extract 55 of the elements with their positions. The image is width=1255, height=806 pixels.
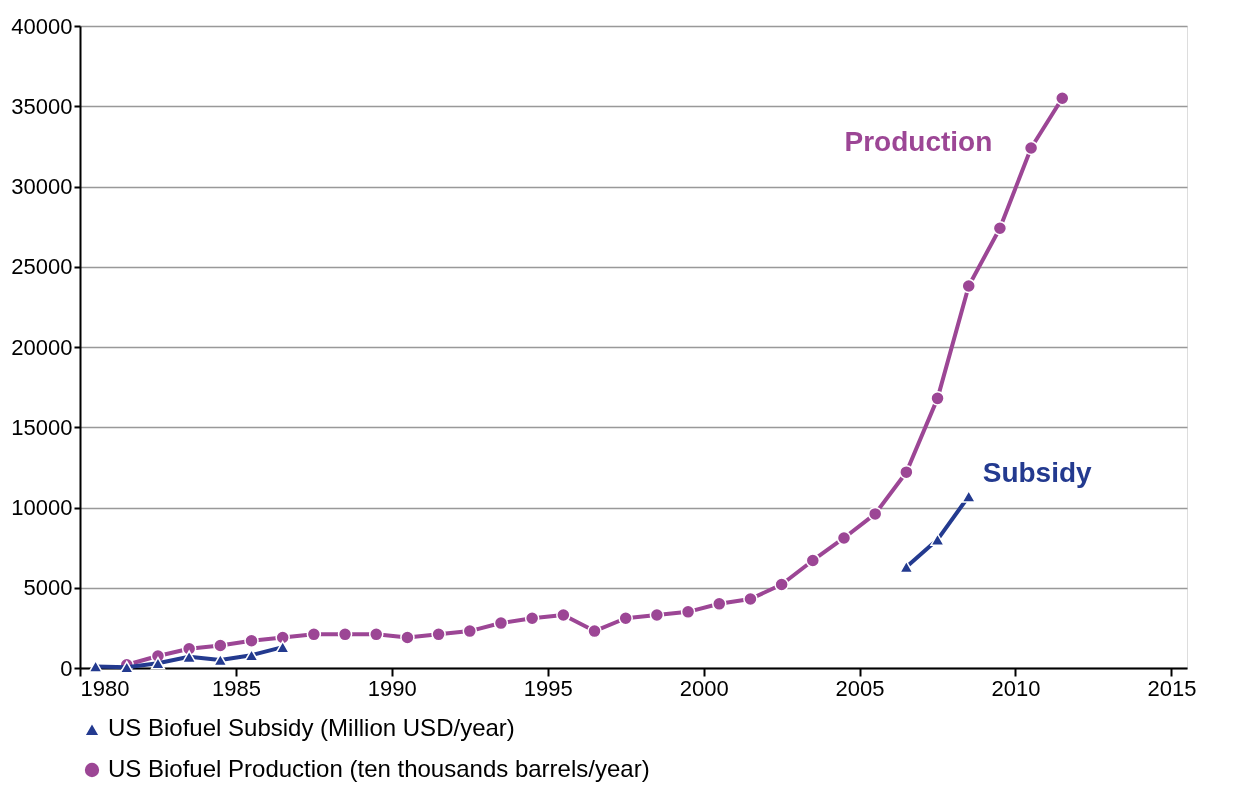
point xyxy=(431,627,446,642)
point xyxy=(493,615,509,631)
point xyxy=(244,633,259,648)
point xyxy=(930,533,945,546)
y-tick-label: 20000 xyxy=(11,334,73,360)
point xyxy=(867,506,883,522)
annotation: Subsidy xyxy=(982,457,1093,489)
x-tick-label: 1980 xyxy=(80,675,130,701)
point xyxy=(368,627,384,642)
x-tick-label: 1995 xyxy=(523,675,573,701)
y-tick-label: 0 xyxy=(60,655,73,681)
point xyxy=(743,591,758,607)
y-tick-label: 40000 xyxy=(11,13,73,39)
point xyxy=(213,638,228,653)
y-tick-label: 5000 xyxy=(23,575,73,601)
point xyxy=(150,656,166,670)
x-tick-label: 2015 xyxy=(1147,675,1197,701)
point xyxy=(618,610,633,626)
point xyxy=(961,278,976,294)
x-tick-label: 2005 xyxy=(835,675,885,701)
point xyxy=(774,577,789,592)
point xyxy=(337,627,353,642)
point xyxy=(992,220,1008,236)
point xyxy=(930,391,945,406)
point xyxy=(587,623,602,639)
x-tick-label: 1985 xyxy=(211,675,261,701)
point xyxy=(649,607,665,623)
annotation: Production xyxy=(844,126,993,158)
point xyxy=(400,630,415,645)
point xyxy=(680,604,696,620)
point xyxy=(1023,140,1039,156)
point xyxy=(899,464,914,480)
point xyxy=(1055,90,1070,106)
y-tick-label: 25000 xyxy=(11,254,73,280)
point xyxy=(462,623,478,639)
x-tick-label: 2000 xyxy=(679,675,729,701)
point xyxy=(306,627,322,642)
y-tick-label: 15000 xyxy=(11,414,73,440)
y-tick-label: 10000 xyxy=(11,495,73,520)
point xyxy=(181,650,197,664)
y-tick-label: 35000 xyxy=(11,93,73,119)
y-tick-label: 30000 xyxy=(11,174,73,199)
x-tick-label: 1990 xyxy=(367,675,417,701)
point xyxy=(88,660,103,673)
point xyxy=(524,610,540,626)
point xyxy=(275,640,290,654)
point xyxy=(899,560,914,574)
point xyxy=(556,607,571,623)
point xyxy=(711,596,727,612)
legend-label: US Biofuel Subsidy (Million USD/year) xyxy=(108,714,515,741)
x-tick-label: 2010 xyxy=(991,675,1041,701)
point xyxy=(836,530,852,546)
legend-label: US Biofuel Production (ten thousands barrels/year) xyxy=(108,755,650,782)
point xyxy=(805,553,821,568)
point xyxy=(275,630,290,645)
